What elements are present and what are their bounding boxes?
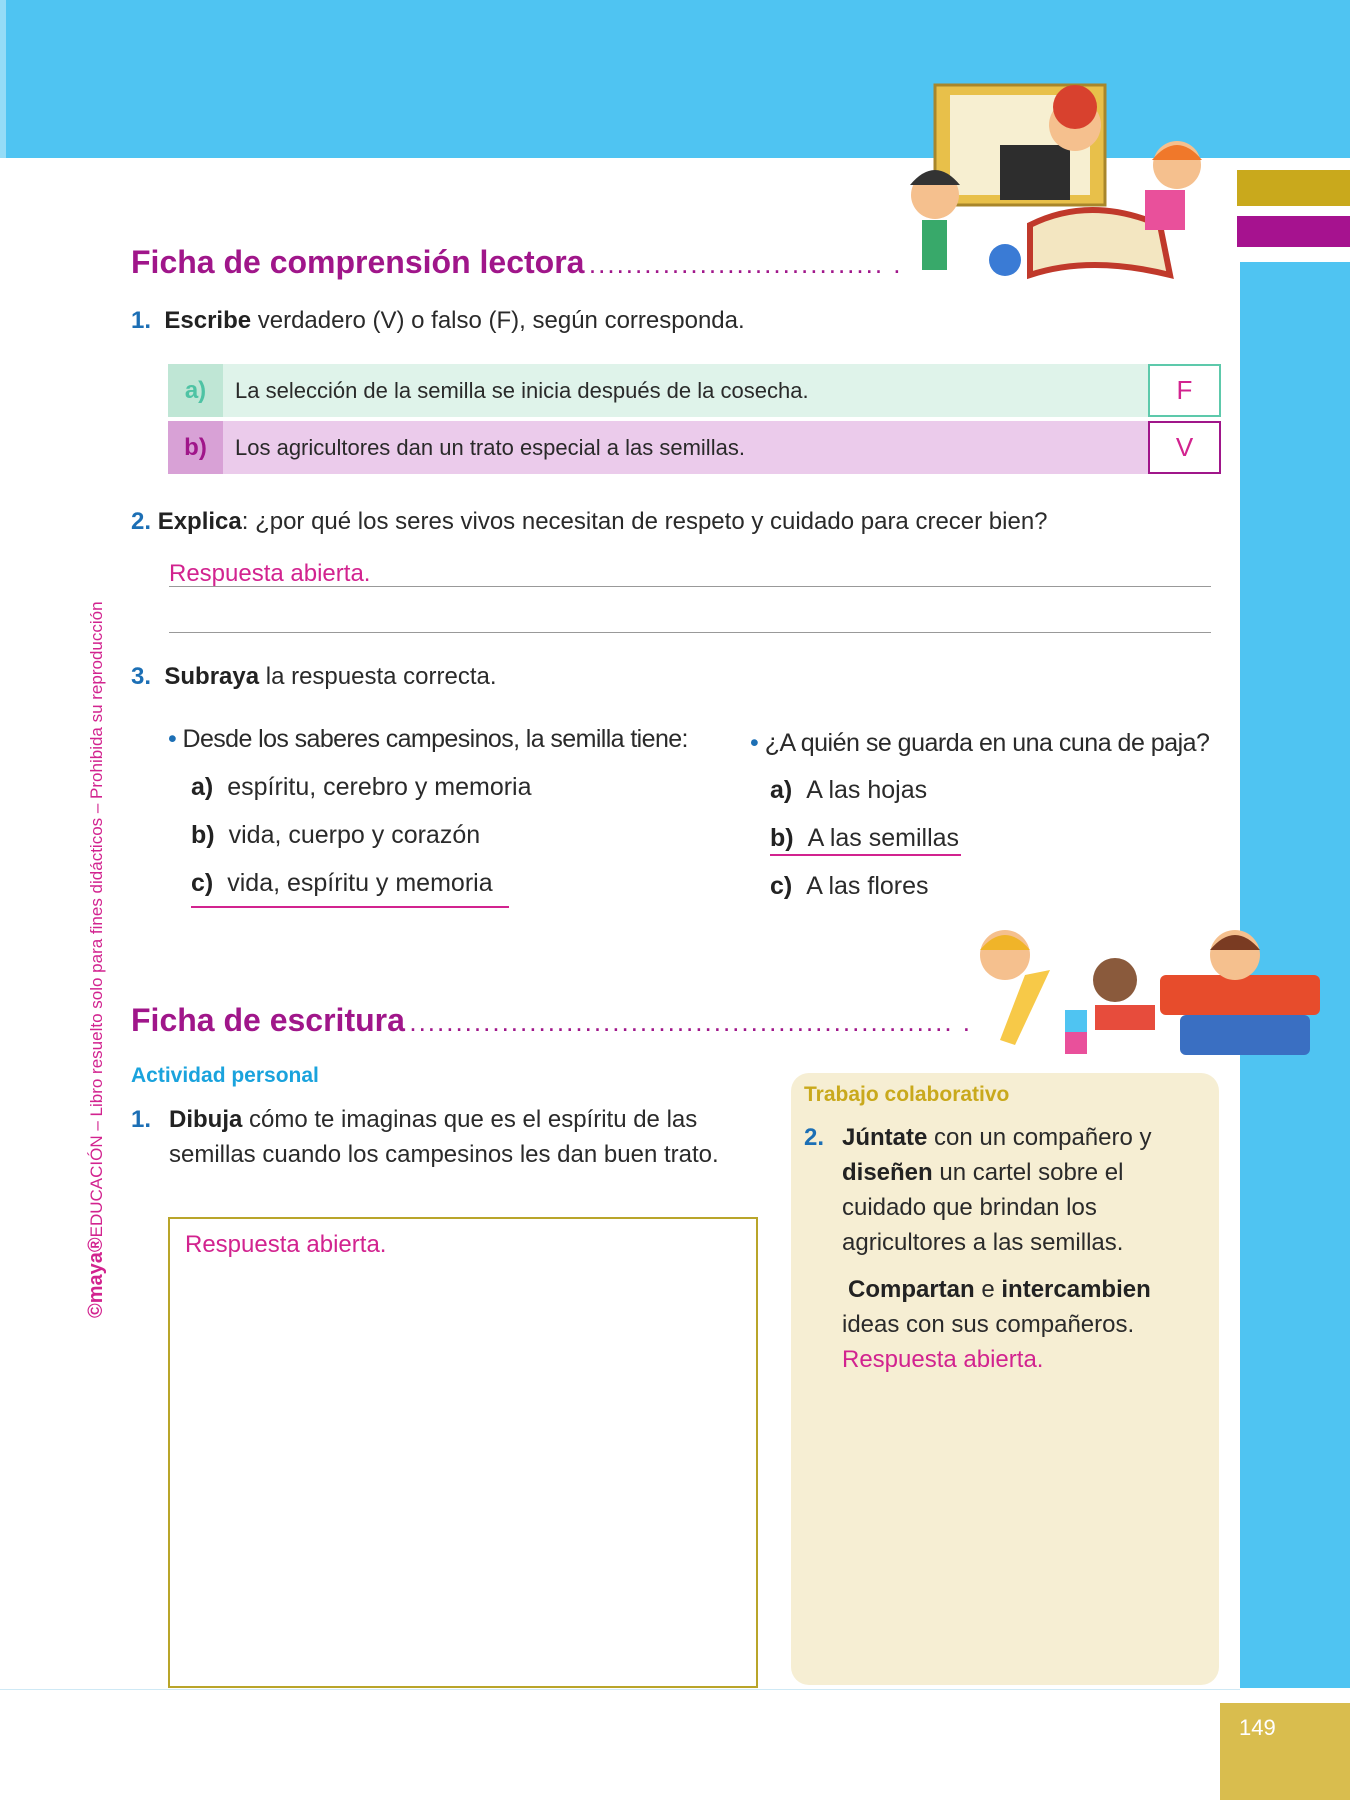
- kids-books-illustration: [980, 930, 1320, 1055]
- copyright-side-text: ©maya®EDUCACIÓN – Libro resuelto solo pa…: [85, 601, 107, 1318]
- q3-left-option-c[interactable]: c) vida, espíritu y memoria: [191, 869, 493, 897]
- top-edge: [0, 0, 6, 158]
- q3-right-question: • ¿A quién se guarda en una cuna de paja…: [750, 729, 1210, 757]
- underline-correct-right: [770, 854, 961, 856]
- q3-left-option-b[interactable]: b) vida, cuerpo y corazón: [191, 821, 481, 849]
- section-title-comprension: Ficha de comprensión lectora ...........…: [131, 244, 903, 280]
- underline-correct-left: [191, 906, 509, 908]
- question-3: 3. Subraya la respuesta correcta.: [131, 663, 497, 690]
- answer-line: [169, 632, 1211, 633]
- question-1: 1. Escribe verdadero (V) o falso (F), se…: [131, 307, 745, 334]
- section-title-escritura: Ficha de escritura .....................…: [131, 1002, 972, 1038]
- gold-tab: [1237, 170, 1350, 206]
- personal-activity: 1. Dibuja cómo te imaginas que es el espí…: [131, 1106, 719, 1168]
- collab-answer: Respuesta abierta.: [842, 1346, 1044, 1373]
- q3-left-option-a[interactable]: a) espíritu, cerebro y memoria: [191, 773, 532, 801]
- maya-logo: ©maya®: [85, 1237, 107, 1318]
- answer-line: [169, 586, 1211, 587]
- trabajo-colaborativo-heading: Trabajo colaborativo: [804, 1083, 1010, 1106]
- footer-line: [0, 1689, 1240, 1690]
- kids-reading-illustration: [910, 83, 1202, 280]
- drawing-answer: Respuesta abierta.: [185, 1231, 387, 1258]
- page-number: 149: [1220, 1703, 1350, 1800]
- top-banner: [6, 0, 1350, 158]
- tf-row-a: a) La selección de la semilla se inicia …: [168, 364, 1221, 417]
- drawing-box[interactable]: Respuesta abierta.: [168, 1217, 758, 1688]
- q3-right-option-c[interactable]: c) A las flores: [770, 872, 929, 900]
- q3-right-option-a[interactable]: a) A las hojas: [770, 776, 928, 804]
- q3-right-option-b[interactable]: b) A las semillas: [770, 824, 960, 852]
- tf-row-b: b) Los agricultores dan un trato especia…: [168, 421, 1221, 474]
- answer-box-b[interactable]: V: [1148, 421, 1221, 474]
- collab-activity: 2. Júntate con un compañero y diseñen un…: [804, 1120, 1204, 1377]
- question-2: 2. Explica: ¿por qué los seres vivos nec…: [131, 508, 1048, 535]
- answer-box-a[interactable]: F: [1148, 364, 1221, 417]
- magenta-tab: [1237, 216, 1350, 247]
- actividad-personal-heading: Actividad personal: [131, 1064, 319, 1087]
- collaborative-panel: Trabajo colaborativo 2. Júntate con un c…: [791, 1073, 1219, 1685]
- q3-left-question: • Desde los saberes campesinos, la semil…: [168, 725, 689, 753]
- answer-2: Respuesta abierta.: [169, 560, 371, 587]
